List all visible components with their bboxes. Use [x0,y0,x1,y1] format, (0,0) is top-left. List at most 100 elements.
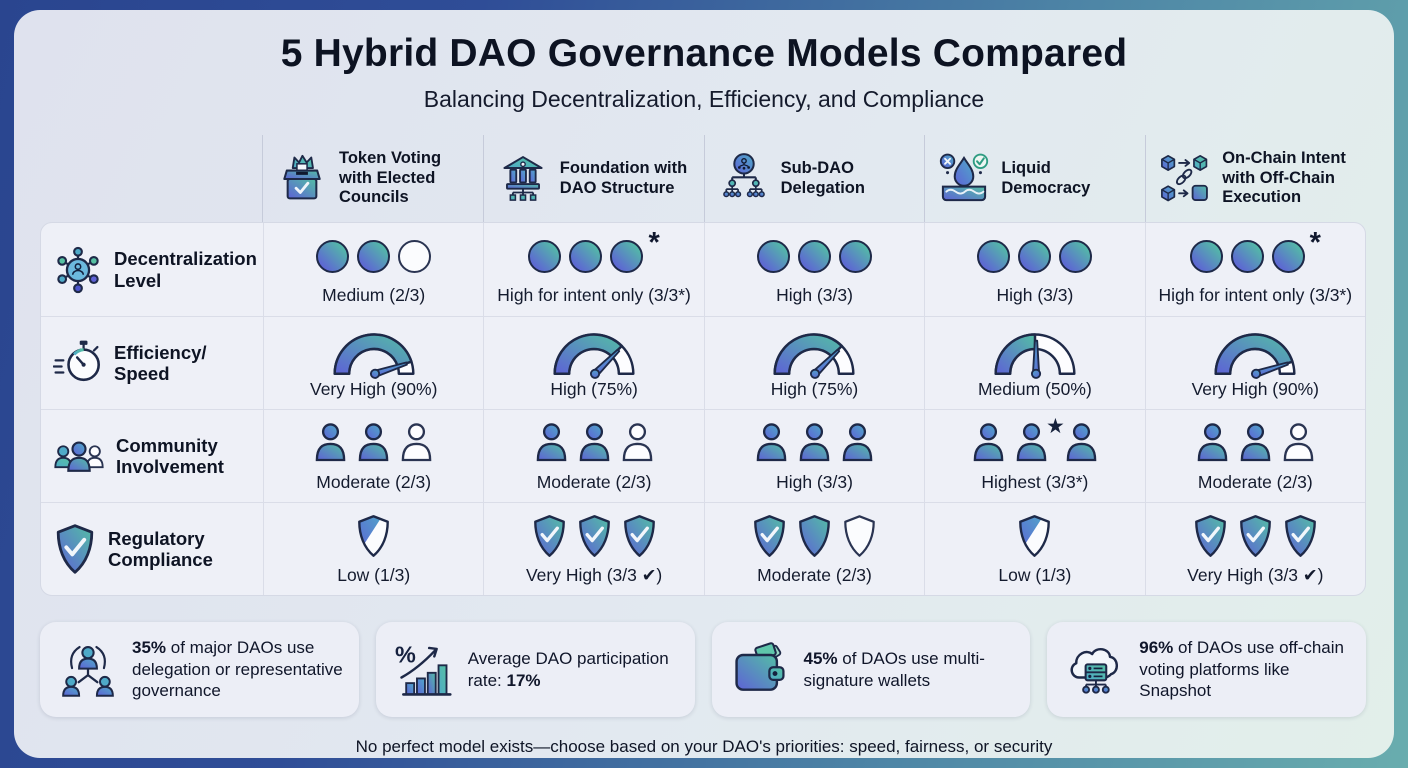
cell-decentralization-on-chain-intent: * High for intent only (3/3*) [1144,223,1365,316]
cell-efficiency-sub-dao: High (75%) [703,316,925,409]
cubes-icon [1158,152,1212,206]
person-glyph-filled [358,423,389,462]
shield-glyph-check [1284,514,1316,557]
cell-efficiency-on-chain-intent: Very High (90%) [1144,316,1365,409]
model-header-sub-dao: Sub-DAO Delegation [703,135,925,222]
cell-compliance-foundation: Very High (3/3 ✔) [483,502,704,595]
bank-icon [496,152,550,206]
model-header-on-chain-intent: On-Chain Intent with Off-Chain Execution [1145,135,1366,222]
rating-glyphs [1203,327,1307,379]
footer-note: No perfect model exists—choose based on … [355,737,1053,756]
model-header-label: Token Voting with Elected Councils [339,149,442,207]
person-glyph-filled [799,423,830,462]
rating-dot-filled [1059,239,1093,273]
cell-compliance-liquid-democracy: Low (1/3) [924,502,1145,595]
cell-compliance-sub-dao: Moderate (2/3) [703,502,925,595]
stat-card-1: 35% of major DAOs use delegation or repr… [40,622,359,717]
rating-glyphs [534,420,655,466]
shield-glyph-check [533,514,565,557]
shield-glyph-check [754,514,785,557]
shield-glyph-check [623,514,655,557]
model-header-label: Liquid Democracy [1001,159,1091,197]
cell-community-sub-dao: High (3/3) [703,409,925,502]
rating-dot-filled [569,239,603,273]
cell-community-token-voting: Moderate (2/3) [263,409,484,502]
rating-glyphs [751,513,878,559]
cell-caption: High (3/3) [776,285,853,305]
person-glyph-filled [842,423,873,462]
model-header-label: Sub-DAO Delegation [780,159,865,197]
shield-glyph-check [578,514,610,557]
cell-decentralization-sub-dao: High (3/3) [703,223,924,316]
stats-row: 35% of major DAOs use delegation or repr… [40,622,1366,717]
person-glyph-empty [401,423,432,462]
rating-glyphs [322,327,426,379]
cell-community-liquid-democracy: ★ Highest (3/3*) [924,409,1145,502]
model-header-token-voting: Token Voting with Elected Councils [262,135,483,222]
cell-compliance-token-voting: Low (1/3) [263,502,484,595]
corner-cell [40,135,262,222]
model-header-label: On-Chain Intent with Off-Chain Execution [1222,149,1346,207]
person-glyph-filled [756,423,787,462]
cell-caption: High for intent only (3/3*) [497,285,691,305]
gauge-meter [553,332,635,379]
rating-glyphs: * [1189,227,1321,279]
rating-glyphs [1195,420,1316,466]
comparison-table: Token Voting with Elected Councils Found… [40,135,1366,596]
cell-community-foundation: Moderate (2/3) [483,409,704,502]
stopwatch-icon [53,338,103,388]
rating-glyphs [542,327,646,379]
cell-caption: High (75%) [770,378,859,399]
criterion-label-efficiency: Efficiency/ Speed [41,316,263,409]
person-glyph-filled [536,423,566,462]
cell-caption: Medium (50%) [977,378,1092,399]
person-glyph-filled [973,423,1004,462]
rating-glyphs [313,420,434,466]
cell-caption: High for intent only (3/3*) [1158,285,1353,305]
rating-glyphs [762,327,866,379]
cell-caption: Highest (3/3*) [981,471,1089,492]
criterion-label-text: Efficiency/ Speed [114,341,207,384]
rating-dot-filled [1018,239,1052,273]
rating-dot-empty [398,239,432,273]
cell-caption: Moderate (2/3) [1197,471,1313,492]
rating-glyphs: ★ [971,415,1099,466]
rating-glyphs [977,233,1093,279]
cell-caption: High (3/3) [996,285,1074,305]
rating-dot-filled [1189,239,1223,273]
criterion-label-decentralization: Decentralization Level [41,223,263,316]
rating-dot-filled [528,239,562,273]
rating-dot-filled [316,239,350,273]
cell-caption: Very High (3/3 ✔) [525,564,663,585]
hierarchy-icon [717,152,771,206]
gauge-meter [773,332,856,379]
person-glyph-filled [1197,423,1228,462]
stat-text: 96% of DAOs use off-chain voting platfor… [1139,637,1344,701]
model-header-liquid-democracy: Liquid Democracy [924,135,1145,222]
shield-glyph-half [358,514,390,557]
criterion-label-text: Community Involvement [116,434,224,477]
table-body: Decentralization Level Medium (2/3) * Hi… [40,222,1366,596]
cell-decentralization-liquid-democracy: High (3/3) [924,223,1144,316]
cell-caption: Low (1/3) [998,564,1072,585]
cell-community-on-chain-intent: Moderate (2/3) [1144,409,1365,502]
rating-glyphs [983,327,1087,379]
criterion-label-text: Decentralization Level [114,248,257,291]
stat-text: 35% of major DAOs use delegation or repr… [132,637,343,701]
rating-glyphs [756,233,872,279]
rating-glyphs [355,513,392,559]
svg-text:%: % [395,641,416,667]
stat-text: Average DAO participation rate: 17% [467,648,669,690]
rating-glyphs [531,513,658,559]
shield-icon [53,523,97,575]
shield-glyph-outline [844,514,875,557]
asterisk-marker: * [648,226,660,259]
rating-glyphs [1192,513,1319,559]
cell-caption: High (3/3) [776,471,853,492]
rating-glyphs [1016,513,1053,559]
cell-caption: Low (1/3) [337,564,411,585]
people-icon [53,436,105,476]
star-marker: ★ [1045,415,1065,438]
shield-glyph-check [1194,514,1226,557]
cell-compliance-on-chain-intent: Very High (3/3 ✔) [1144,502,1365,595]
